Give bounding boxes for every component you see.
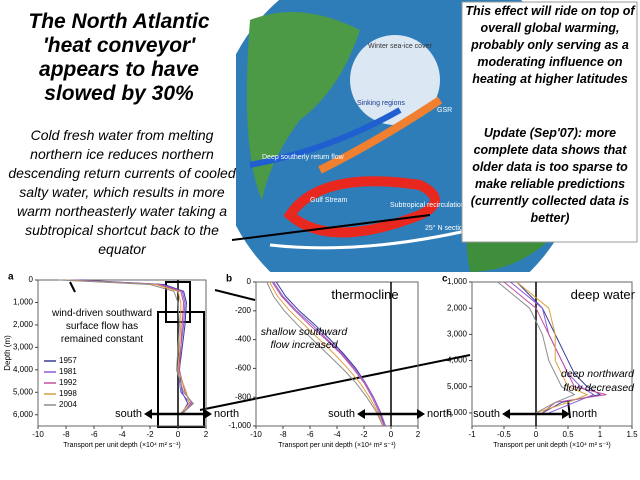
body: Cold fresh water from melting northern i… [8, 127, 236, 257]
series-line [79, 279, 189, 416]
series-line [266, 281, 384, 427]
globe-label: Gulf Stream [310, 197, 348, 204]
y-tick-label: 0 [247, 277, 252, 286]
update: Update (Sep'07): more complete data show… [464, 125, 636, 227]
direction-label: south [115, 408, 142, 420]
y-tick-label: 6,000 [447, 408, 468, 417]
y-tick-label: -800 [235, 392, 252, 401]
x-tick-label: -2 [146, 430, 154, 439]
annotation: shallow southward flow increased [260, 326, 348, 351]
panel-label: b [226, 274, 232, 285]
series-line [516, 281, 589, 414]
y-tick-label: -600 [235, 364, 252, 373]
legend-label: 1957 [59, 356, 77, 365]
y-tick-label: 2,000 [13, 320, 34, 329]
arrow-head [144, 409, 212, 419]
direction-label: south [328, 408, 355, 420]
series-line [271, 281, 385, 427]
legend-label: 2004 [59, 400, 77, 409]
x-tick-label: -1 [468, 430, 476, 439]
globe-label: Deep southerly return flow [262, 154, 345, 161]
x-tick-label: -8 [279, 430, 287, 439]
legend-label: 1992 [59, 378, 77, 387]
y-tick-label: 5,000 [13, 387, 34, 396]
globe-label: Sinking regions [357, 100, 405, 107]
direction-label: south [473, 408, 500, 420]
globe-label: GSR [437, 107, 452, 114]
x-tick-label: 2 [416, 430, 421, 439]
legend-label: 1981 [59, 367, 77, 376]
series-line [65, 279, 193, 416]
y-tick-label: 4,000 [447, 356, 468, 365]
series-line [275, 281, 385, 427]
globe-label: Subtropical recirculation [390, 202, 465, 209]
y-tick-label: 3,000 [13, 342, 34, 351]
annotation: wind-driven southward surface flow has r… [51, 308, 153, 345]
series-line [72, 279, 192, 416]
x-tick-label: 1 [598, 430, 603, 439]
x-tick-label: -10 [250, 430, 262, 439]
y-tick-label: 6,000 [13, 410, 34, 419]
y-tick-label: 2,000 [447, 303, 468, 312]
globe-labels: Winter sea-ice cover Sinking regions GSR… [262, 43, 467, 232]
direction-label: north [572, 408, 597, 420]
x-axis-label: Transport per unit depth (×10⁴ m² s⁻¹) [493, 442, 611, 449]
y-tick-label: 1,000 [447, 277, 468, 286]
y-tick-label: -400 [235, 335, 252, 344]
x-tick-label: -8 [62, 430, 70, 439]
annotation: deep northward flow decreased [561, 368, 634, 394]
arrow-head [357, 409, 425, 419]
y-tick-label: 0 [29, 275, 34, 284]
panel-label: c [442, 274, 448, 285]
series-line [58, 279, 195, 416]
title: The North Atlantic 'heat conveyor' appea… [28, 10, 210, 105]
globe-label: Winter sea-ice cover [368, 43, 432, 50]
globe-label: 25° N section [425, 224, 467, 232]
annotation: thermocline [331, 287, 399, 302]
x-tick-label: 0 [389, 430, 394, 439]
x-tick-label: 2 [204, 430, 209, 439]
y-tick-label: -200 [235, 306, 252, 315]
direction-label: north [214, 408, 239, 420]
x-tick-label: 1.5 [626, 430, 638, 439]
series-line [273, 281, 387, 427]
x-tick-label: -6 [306, 430, 314, 439]
x-tick-label: -2 [360, 430, 368, 439]
x-axis-label: Transport per unit depth (×10⁴ m² s⁻¹) [278, 442, 396, 449]
series-line [65, 279, 190, 416]
x-tick-label: -10 [32, 430, 44, 439]
y-tick-label: 3,000 [447, 329, 468, 338]
x-tick-label: -4 [333, 430, 341, 439]
x-tick-label: -6 [90, 430, 98, 439]
panel-label: a [8, 272, 14, 283]
arrow-head [502, 409, 570, 419]
x-axis-label: Transport per unit depth (×10⁴ m² s⁻¹) [63, 442, 181, 449]
x-tick-label: -4 [118, 430, 126, 439]
annotation: deep water [570, 287, 635, 302]
series-line [503, 281, 607, 414]
direction-label: north [427, 408, 452, 420]
x-tick-label: 0.5 [562, 430, 574, 439]
y-tick-label: 4,000 [13, 365, 34, 374]
x-tick-label: 0 [176, 430, 181, 439]
x-tick-label: -0.5 [497, 430, 511, 439]
y-tick-label: 5,000 [447, 382, 468, 391]
x-tick-label: 0 [534, 430, 539, 439]
plot-area [255, 281, 419, 427]
callout: This effect will ride on top of overall … [465, 4, 635, 86]
series-line [269, 281, 384, 427]
y-axis-label: Depth (m) [3, 335, 12, 371]
y-tick-label: -1,000 [228, 421, 251, 430]
y-tick-label: 1,000 [13, 298, 34, 307]
legend-label: 1998 [59, 389, 77, 398]
plot-area [471, 281, 633, 427]
series-line [497, 281, 576, 414]
